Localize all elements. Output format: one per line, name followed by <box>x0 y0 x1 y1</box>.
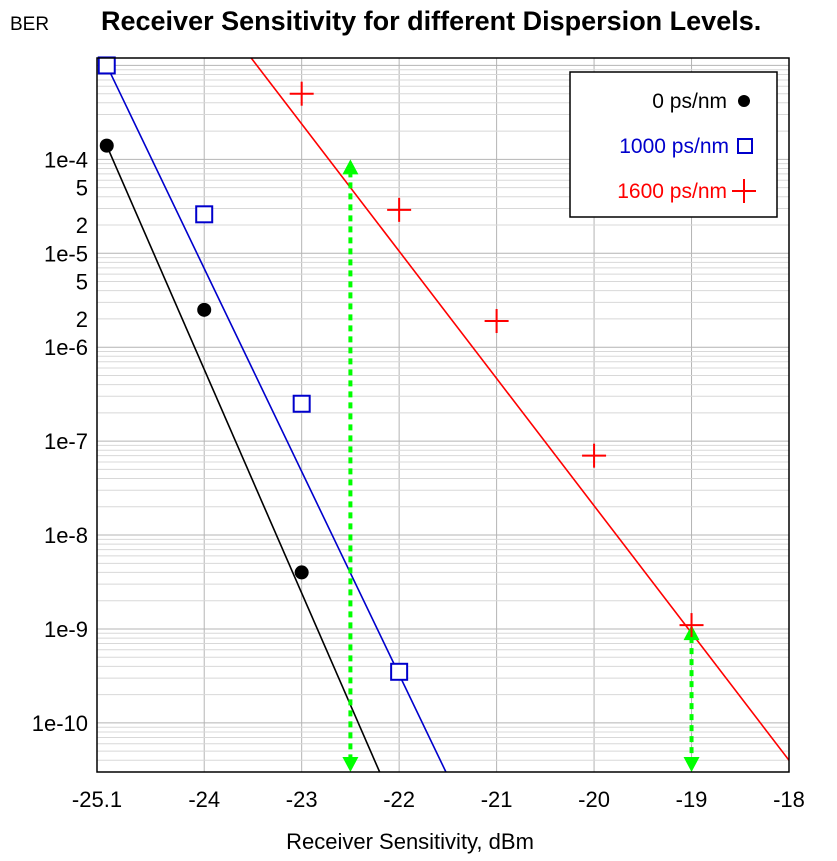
markers <box>97 56 704 681</box>
data-point-s2-1 <box>387 197 412 222</box>
data-point-s2-3 <box>582 443 607 468</box>
x-tick-label-6: -19 <box>676 787 708 812</box>
x-tick-labels: -25.1 -24 -23 -22 -21 -20 -19 -18 <box>72 787 805 812</box>
x-tick-label-0: -25.1 <box>72 787 122 812</box>
series-lines <box>106 58 789 772</box>
data-point-s1-1 <box>195 205 214 224</box>
y-tick-label-1: 5 <box>76 176 88 201</box>
data-point-s2-0 <box>289 81 314 106</box>
x-tick-label-5: -20 <box>578 787 610 812</box>
legend-marker-0 <box>738 95 750 107</box>
y-tick-label-10: 1e-10 <box>32 711 88 736</box>
x-axis-label: Receiver Sensitivity, dBm <box>286 829 534 854</box>
chart-title: Receiver Sensitivity for different Dispe… <box>101 6 761 36</box>
data-point-s2-4 <box>679 613 704 638</box>
x-tick-label-7: -18 <box>773 787 805 812</box>
legend-label-0: 0 ps/nm <box>652 90 727 113</box>
x-tick-label-3: -22 <box>383 787 415 812</box>
y-tick-label-2: 2 <box>76 213 88 238</box>
legend-marker-2 <box>732 179 756 203</box>
y-tick-label-9: 1e-9 <box>44 617 88 642</box>
series-line-1 <box>106 65 447 772</box>
data-point-s0-1 <box>197 302 212 317</box>
y-axis-label: BER <box>10 14 49 35</box>
data-point-s0-2 <box>294 565 309 580</box>
series-line-2 <box>250 58 789 761</box>
series-line-0 <box>106 145 381 772</box>
annotation-arrow-head-bottom-1 <box>683 757 700 772</box>
data-point-s1-3 <box>390 662 409 681</box>
annotation-arrow-head-bottom-0 <box>342 757 359 772</box>
annotation-arrow-0 <box>342 159 359 772</box>
y-tick-label-8: 1e-8 <box>44 523 88 548</box>
legend-label-2: 1600 ps/nm <box>617 180 727 203</box>
x-tick-label-4: -21 <box>481 787 513 812</box>
x-tick-label-1: -24 <box>188 787 220 812</box>
legend: 0 ps/nm 1000 ps/nm 1600 ps/nm <box>569 71 778 218</box>
y-tick-labels: 1e-4 5 2 1e-5 5 2 1e-6 1e-7 1e-8 1e-9 1e-10 <box>32 147 88 736</box>
y-tick-label-7: 1e-7 <box>44 429 88 454</box>
data-point-s0-0 <box>99 138 114 153</box>
data-point-s2-2 <box>484 309 509 334</box>
y-tick-label-4: 5 <box>76 270 88 295</box>
data-point-s1-0 <box>97 56 116 75</box>
legend-label-1: 1000 ps/nm <box>619 135 729 158</box>
y-tick-label-5: 2 <box>76 307 88 332</box>
y-tick-label-3: 1e-5 <box>44 241 88 266</box>
plot-frame <box>96 57 790 773</box>
annotation-arrow-head-top-0 <box>342 159 359 175</box>
x-tick-label-2: -23 <box>286 787 318 812</box>
y-tick-label-0: 1e-4 <box>44 147 88 172</box>
y-tick-label-6: 1e-6 <box>44 335 88 360</box>
legend-marker-1 <box>737 138 753 154</box>
data-point-s1-2 <box>292 394 311 413</box>
